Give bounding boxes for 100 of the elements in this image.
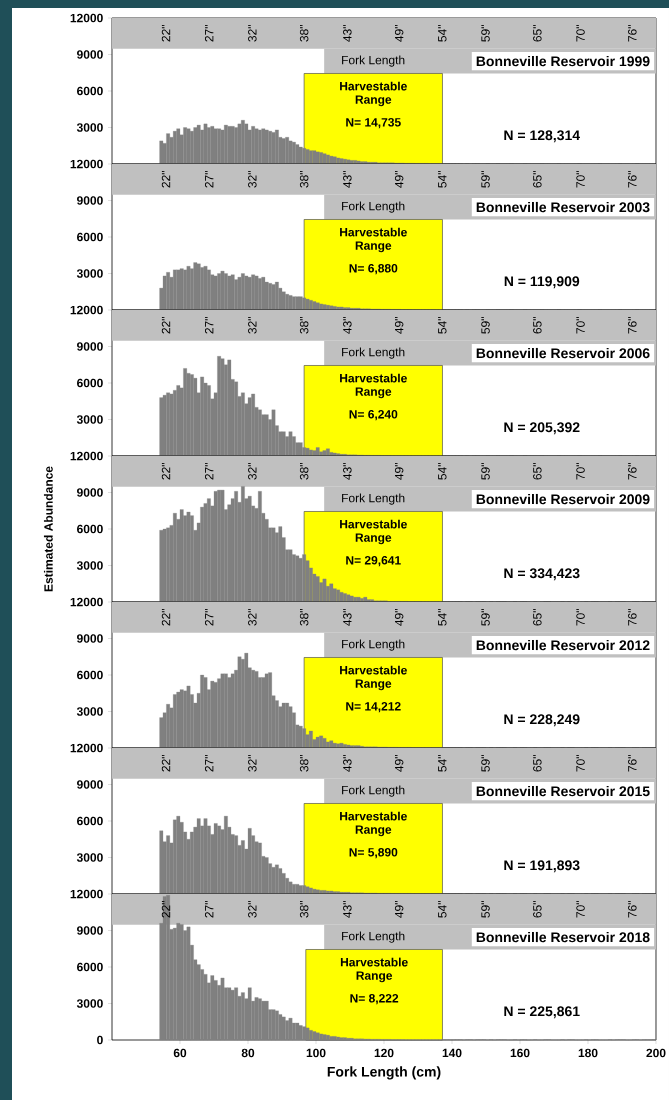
annotation: N= 14,735: [346, 118, 401, 129]
annotation: N = 228,249: [504, 714, 580, 727]
x2-tick-label: 49": [394, 463, 404, 480]
x2-tick-label: 27": [204, 609, 214, 626]
annotation: N = 225,861: [504, 1006, 580, 1019]
x2-tick-label: 27": [204, 901, 214, 918]
x-tick-label: 80: [241, 1048, 255, 1058]
x2-tick-label: 49": [394, 609, 404, 626]
y-tick-label: 3000: [76, 415, 103, 424]
text: Bonneville Reservoir 2009: [476, 493, 650, 505]
x2-tick-label: 43": [343, 317, 352, 334]
band-label: Harvestable Range: [340, 81, 407, 107]
x2-tick-label: 65": [533, 901, 542, 918]
x2-tick-label: 59": [481, 171, 490, 188]
x2-tick-label: 76": [628, 609, 637, 626]
x2-tick-label: 22": [161, 609, 171, 626]
x-axis-title: Fork Length (cm): [327, 1066, 441, 1080]
y-tick-label: 6000: [77, 962, 103, 972]
y-tick-label: 12000: [70, 13, 103, 23]
x2-axis-title: Fork Length: [342, 347, 405, 359]
x2-tick-label: 59": [481, 609, 490, 626]
x-tick-label: 200: [646, 1048, 666, 1058]
x-tick-label: 100: [306, 1048, 326, 1058]
annotation: N = 334,423: [504, 568, 580, 581]
x2-tick-label: 65": [533, 171, 542, 188]
y-tick-label: 3000: [76, 999, 103, 1008]
x2-tick-label: 49": [394, 25, 404, 42]
y-tick-label: 3000: [76, 561, 103, 570]
x2-tick-label: 22": [161, 317, 171, 334]
x2-tick-label: 38": [299, 171, 309, 188]
x2-axis-title: Fork Length: [342, 201, 405, 213]
x2-tick-label: 76": [628, 171, 637, 188]
x2-tick-label: 32": [248, 755, 257, 772]
y-tick-label: 9000: [77, 50, 103, 59]
x2-tick-label: 76": [628, 317, 637, 334]
x2-tick-label: 22": [161, 171, 171, 188]
x2-tick-label: 43": [343, 171, 352, 188]
x2-tick-label: 59": [481, 317, 490, 334]
x2-tick-label: 65": [533, 755, 542, 772]
y-tick-label: 9000: [77, 488, 103, 497]
text: Bonneville Reservoir 2012: [476, 639, 650, 651]
y-tick-label: 6000: [77, 670, 103, 680]
x2-tick-label: 43": [343, 901, 352, 918]
x-tick-label: 140: [442, 1048, 462, 1058]
x2-tick-label: 49": [394, 171, 404, 188]
x2-tick-label: 76": [628, 755, 637, 772]
x2-tick-label: 54": [438, 901, 447, 918]
x2-tick-label: 27": [204, 755, 214, 772]
x2-tick-label: 38": [299, 901, 309, 918]
y-tick-label: 12000: [70, 451, 103, 461]
y-tick-label: 6000: [77, 86, 103, 96]
y-tick-label: 3000: [76, 853, 103, 862]
x2-tick-label: 32": [248, 317, 257, 334]
x2-tick-label: 70": [576, 901, 585, 918]
text: Bonneville Reservoir 2015: [476, 785, 650, 797]
text: Bonneville Reservoir 2003: [476, 201, 650, 213]
x-tick-label: 120: [374, 1048, 394, 1058]
x2-axis-title: Fork Length: [342, 785, 405, 797]
band-label: Harvestable Range: [340, 811, 407, 837]
y-tick-label: 3000: [76, 707, 103, 716]
x2-tick-label: 70": [576, 171, 585, 188]
x2-tick-label: 38": [299, 317, 309, 334]
band-label: Harvestable Range: [340, 373, 407, 399]
x-tick-label: 160: [510, 1048, 530, 1058]
y-tick-label: 6000: [77, 816, 103, 826]
annotation: N= 6,880: [349, 264, 398, 275]
x-tick-label: 180: [578, 1048, 598, 1058]
x2-tick-label: 32": [248, 609, 257, 626]
x2-tick-label: 54": [438, 463, 447, 480]
annotation: N= 29,641: [346, 556, 401, 567]
x2-axis-title: Fork Length: [342, 55, 405, 67]
x2-tick-label: 65": [533, 317, 542, 334]
x2-tick-label: 27": [204, 25, 214, 42]
x2-tick-label: 32": [248, 25, 257, 42]
x2-tick-label: 22": [161, 755, 171, 772]
y-tick-label: 0: [97, 1035, 103, 1045]
annotation: N = 205,392: [504, 422, 580, 435]
band-label: Harvestable Range: [340, 665, 407, 691]
y-tick-label: 12000: [70, 305, 103, 315]
annotation: N= 8,222: [350, 994, 399, 1005]
x2-tick-label: 38": [299, 25, 309, 42]
band-label: Harvestable Range: [340, 227, 407, 253]
x2-tick-label: 70": [576, 609, 585, 626]
x2-tick-label: 49": [394, 317, 404, 334]
annotation: N = 191,893: [504, 860, 580, 873]
x2-tick-label: 59": [481, 463, 490, 480]
y-tick-label: 12000: [70, 159, 103, 169]
x2-tick-label: 27": [204, 317, 214, 334]
y-tick-label: 9000: [77, 634, 103, 643]
x2-tick-label: 59": [481, 25, 490, 42]
x2-tick-label: 70": [576, 25, 585, 42]
y-tick-label: 9000: [77, 342, 103, 351]
y-axis-title: Estimated Abundance: [43, 466, 53, 592]
x2-tick-label: 54": [438, 755, 447, 772]
x2-tick-label: 22": [161, 25, 171, 42]
x2-tick-label: 76": [628, 25, 637, 42]
annotation: N = 119,909: [504, 276, 580, 289]
x2-tick-label: 54": [438, 171, 447, 188]
x2-tick-label: 54": [438, 317, 447, 334]
x2-tick-label: 65": [533, 463, 542, 480]
